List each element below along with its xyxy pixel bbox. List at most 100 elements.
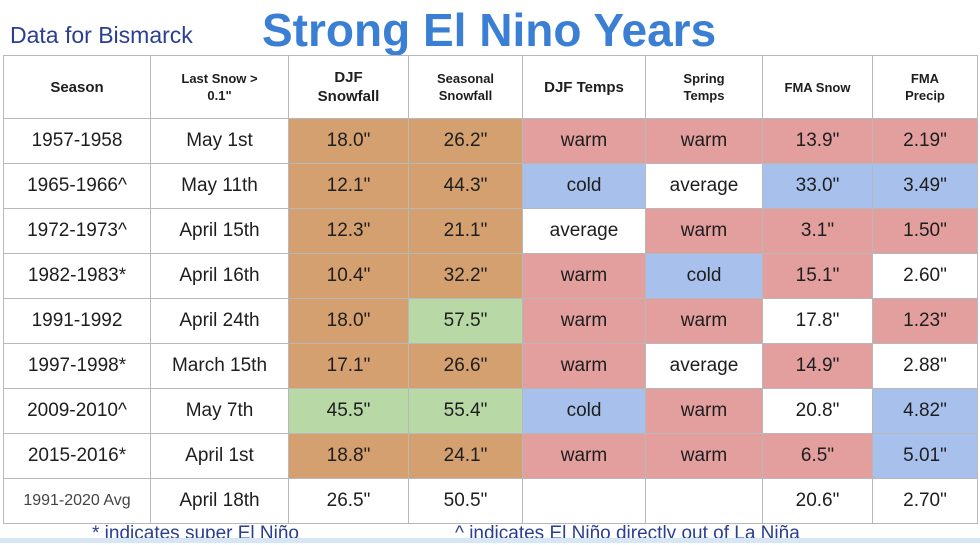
cell-djf-snowfall: 18.8" — [288, 433, 409, 479]
avg-cell-djf-snowfall: 26.5" — [288, 478, 409, 524]
cell-season: 1957-1958 — [3, 118, 151, 164]
column-header-line1: Spring — [683, 71, 725, 86]
cell-djf-temps: warm — [522, 433, 646, 479]
cell-fma-snow: 3.1" — [762, 208, 873, 254]
cell-djf-temps: warm — [522, 118, 646, 164]
column-header-line2: 0.1" — [207, 88, 232, 103]
cell-seasonal-snowfall: 26.2" — [408, 118, 523, 164]
column-header-djf-temps: DJF Temps — [522, 55, 646, 119]
cell-fma-precip: 1.23" — [872, 298, 978, 344]
cell-last-snow: May 1st — [150, 118, 289, 164]
column-header-djf-snowfall: DJF Snowfall — [288, 55, 409, 119]
table-row: 1957-1958 May 1st 18.0" 26.2" warm warm 13.9" 2… — [3, 118, 978, 164]
cell-fma-precip: 2.88" — [872, 343, 978, 389]
table-row: 1991-1992 April 24th 18.0" 57.5" warm warm 17.… — [3, 298, 978, 344]
cell-last-snow: April 16th — [150, 253, 289, 299]
header-row: Season Last Snow > 0.1" DJF Snowfall Seaso… — [3, 55, 978, 119]
el-nino-table: Season Last Snow > 0.1" DJF Snowfall Seaso… — [3, 55, 978, 524]
column-header-season: Season — [3, 55, 151, 119]
column-header-fma-precip: FMA Precip — [872, 55, 978, 119]
avg-cell-fma-precip: 2.70" — [872, 478, 978, 524]
avg-cell-spring-temps — [645, 478, 763, 524]
cell-season: 1965-1966^ — [3, 163, 151, 209]
cell-fma-snow: 13.9" — [762, 118, 873, 164]
cell-fma-snow: 15.1" — [762, 253, 873, 299]
average-row: 1991-2020 Avg April 18th 26.5" 50.5" 20.6" 2.… — [3, 478, 978, 524]
cell-djf-snowfall: 12.3" — [288, 208, 409, 254]
cell-season: 1997-1998* — [3, 343, 151, 389]
cell-seasonal-snowfall: 44.3" — [408, 163, 523, 209]
column-header-line2: Snowfall — [438, 88, 493, 103]
cell-djf-temps: cold — [522, 163, 646, 209]
column-header-line1: Last Snow > — [181, 71, 258, 86]
bottom-band — [0, 538, 980, 543]
page-title: Strong El Nino Years — [262, 4, 717, 56]
cell-spring-temps: average — [645, 343, 763, 389]
cell-djf-snowfall: 12.1" — [288, 163, 409, 209]
avg-cell-fma-snow: 20.6" — [762, 478, 873, 524]
cell-djf-temps: cold — [522, 388, 646, 434]
avg-cell-djf-temps — [522, 478, 646, 524]
cell-last-snow: May 7th — [150, 388, 289, 434]
table-row: 1982-1983* April 16th 10.4" 32.2" warm cold 15… — [3, 253, 978, 299]
column-header-last-snow: Last Snow > 0.1" — [150, 55, 289, 119]
cell-season: 1972-1973^ — [3, 208, 151, 254]
cell-djf-snowfall: 45.5" — [288, 388, 409, 434]
column-header-line1: DJF Temps — [544, 78, 624, 96]
cell-djf-snowfall: 18.0" — [288, 118, 409, 164]
cell-season: 1982-1983* — [3, 253, 151, 299]
cell-spring-temps: warm — [645, 388, 763, 434]
cell-spring-temps: warm — [645, 433, 763, 479]
cell-fma-precip: 2.19" — [872, 118, 978, 164]
cell-seasonal-snowfall: 26.6" — [408, 343, 523, 389]
cell-fma-precip: 5.01" — [872, 433, 978, 479]
cell-season: 1991-1992 — [3, 298, 151, 344]
cell-fma-snow: 14.9" — [762, 343, 873, 389]
cell-djf-temps: warm — [522, 298, 646, 344]
cell-seasonal-snowfall: 24.1" — [408, 433, 523, 479]
avg-cell-season: 1991-2020 Avg — [3, 478, 151, 524]
table-row: 1972-1973^ April 15th 12.3" 21.1" average war… — [3, 208, 978, 254]
avg-cell-last-snow: April 18th — [150, 478, 289, 524]
avg-cell-seasonal-snowfall: 50.5" — [408, 478, 523, 524]
cell-seasonal-snowfall: 21.1" — [408, 208, 523, 254]
cell-fma-snow: 17.8" — [762, 298, 873, 344]
cell-djf-snowfall: 10.4" — [288, 253, 409, 299]
cell-fma-precip: 3.49" — [872, 163, 978, 209]
column-header-line1: FMA — [910, 71, 940, 86]
cell-fma-precip: 1.50" — [872, 208, 978, 254]
table-row: 2015-2016* April 1st 18.8" 24.1" warm warm 6.5… — [3, 433, 978, 479]
cell-last-snow: March 15th — [150, 343, 289, 389]
cell-fma-snow: 20.8" — [762, 388, 873, 434]
column-header-line2: Precip — [905, 88, 945, 103]
cell-last-snow: April 24th — [150, 298, 289, 344]
cell-season: 2015-2016* — [3, 433, 151, 479]
cell-fma-precip: 4.82" — [872, 388, 978, 434]
column-header-line1: FMA Snow — [784, 79, 851, 95]
column-header-line1: Seasonal — [436, 71, 495, 86]
column-header-seasonal-snowfall: Seasonal Snowfall — [408, 55, 523, 119]
cell-seasonal-snowfall: 57.5" — [408, 298, 523, 344]
cell-spring-temps: warm — [645, 118, 763, 164]
cell-fma-snow: 6.5" — [762, 433, 873, 479]
column-header-line1: DJF — [334, 69, 363, 86]
subtitle: Data for Bismarck — [10, 22, 193, 48]
table-row: 1997-1998* March 15th 17.1" 26.6" warm averag… — [3, 343, 978, 389]
cell-last-snow: April 15th — [150, 208, 289, 254]
cell-fma-precip: 2.60" — [872, 253, 978, 299]
column-header-line1: Season — [50, 78, 104, 96]
column-header-spring-temps: Spring Temps — [645, 55, 763, 119]
table-row: 2009-2010^ May 7th 45.5" 55.4" cold warm 20.8"… — [3, 388, 978, 434]
cell-spring-temps: warm — [645, 298, 763, 344]
column-header-line2: Temps — [683, 88, 725, 103]
cell-spring-temps: average — [645, 163, 763, 209]
cell-djf-temps: warm — [522, 343, 646, 389]
cell-season: 2009-2010^ — [3, 388, 151, 434]
cell-djf-temps: warm — [522, 253, 646, 299]
cell-last-snow: April 1st — [150, 433, 289, 479]
cell-djf-snowfall: 18.0" — [288, 298, 409, 344]
column-header-fma-snow: FMA Snow — [762, 55, 873, 119]
cell-seasonal-snowfall: 55.4" — [408, 388, 523, 434]
cell-fma-snow: 33.0" — [762, 163, 873, 209]
cell-spring-temps: warm — [645, 208, 763, 254]
